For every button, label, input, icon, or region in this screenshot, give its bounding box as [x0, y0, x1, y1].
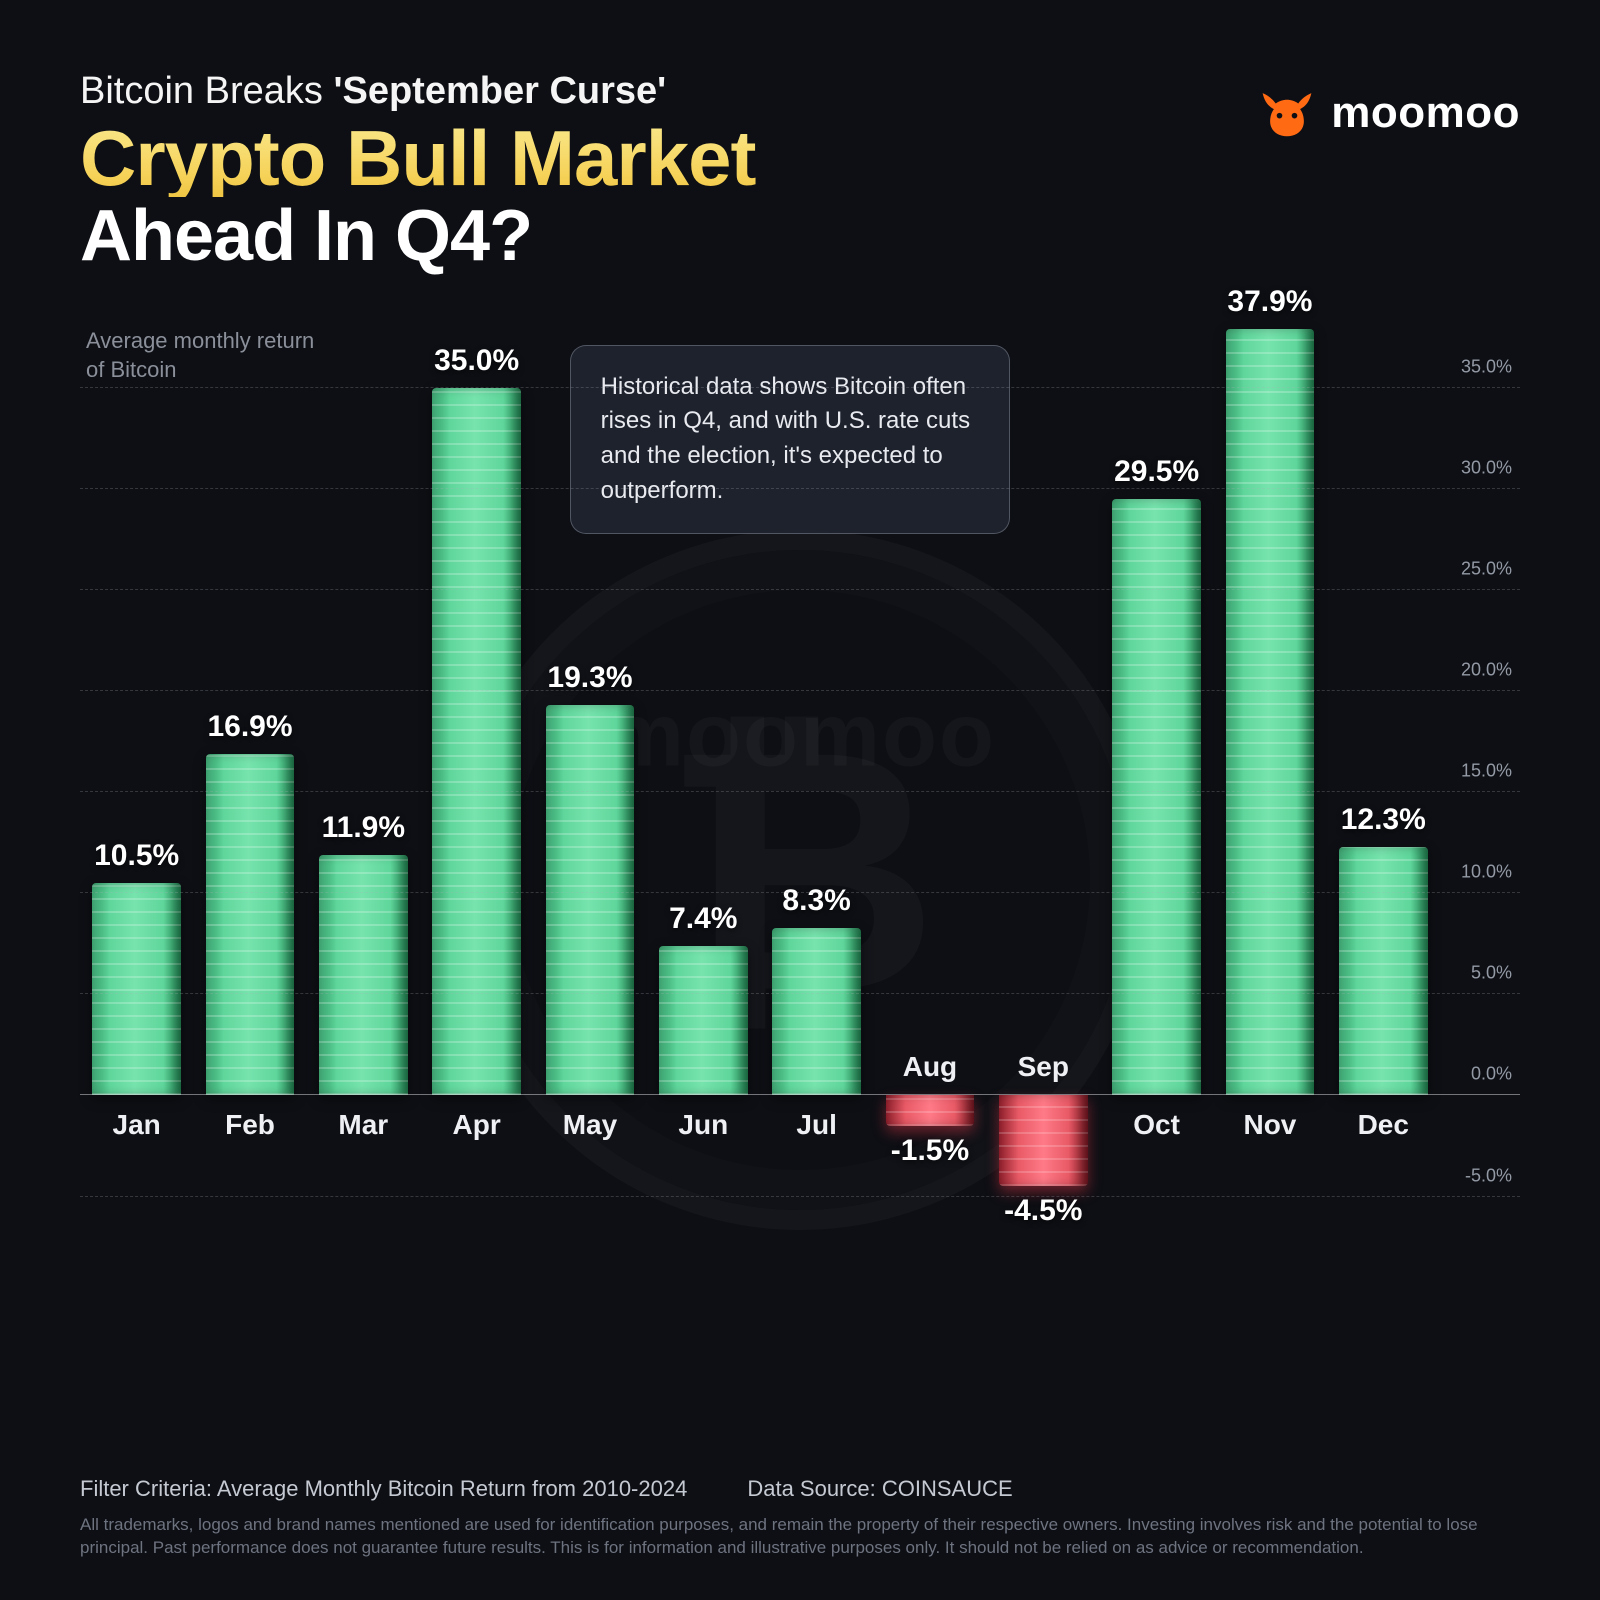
callout-text: Historical data shows Bitcoin often rise… — [601, 373, 970, 504]
y-tick-label: -5.0% — [1465, 1165, 1512, 1186]
category-label: Nov — [1243, 1109, 1296, 1141]
bar-positive — [319, 855, 408, 1096]
category-label: Jul — [796, 1109, 836, 1141]
bar-value-label: 7.4% — [669, 902, 737, 936]
bar-positive — [432, 388, 521, 1096]
bar-negative — [886, 1095, 975, 1125]
bar-value-label: 37.9% — [1227, 285, 1312, 319]
bar-positive — [206, 754, 295, 1096]
bar-column: 29.5% Oct — [1106, 317, 1207, 1237]
bar-column: 35.0% Apr — [426, 317, 527, 1237]
category-label: Oct — [1133, 1109, 1180, 1141]
filter-criteria: Filter Criteria: Average Monthly Bitcoin… — [80, 1476, 687, 1502]
y-tick-label: 10.0% — [1461, 862, 1512, 883]
brand-logo: moomoo — [1257, 80, 1520, 145]
category-label: Sep — [1018, 1051, 1069, 1083]
infographic-container: Bitcoin Breaks 'September Curse' Crypto … — [0, 0, 1600, 1600]
header: Bitcoin Breaks 'September Curse' Crypto … — [80, 70, 1520, 277]
category-label: Dec — [1358, 1109, 1409, 1141]
bar-positive — [772, 928, 861, 1096]
footer-meta: Filter Criteria: Average Monthly Bitcoin… — [80, 1476, 1520, 1502]
y-tick-label: 30.0% — [1461, 457, 1512, 478]
bar-value-label: 29.5% — [1114, 455, 1199, 489]
gridline — [80, 488, 1520, 489]
brand-name: moomoo — [1331, 88, 1520, 138]
bar-positive — [1226, 329, 1315, 1095]
category-label: Aug — [903, 1051, 957, 1083]
category-label: Apr — [453, 1109, 501, 1141]
bull-icon — [1257, 80, 1317, 145]
chart: Average monthly returnof Bitcoin 10.5%Ja… — [80, 317, 1520, 1237]
bar-column: 16.9% Feb — [200, 317, 301, 1237]
title-sub: Ahead In Q4? — [80, 195, 1520, 277]
gridline — [80, 791, 1520, 792]
y-tick-label: 5.0% — [1471, 963, 1512, 984]
bar-positive — [92, 883, 181, 1095]
bar-value-label: 10.5% — [94, 839, 179, 873]
gridline — [80, 1196, 1520, 1197]
y-tick-label: 20.0% — [1461, 660, 1512, 681]
gridline — [80, 387, 1520, 388]
bar-positive — [659, 946, 748, 1096]
bar-column: 37.9%Nov — [1220, 317, 1321, 1237]
bar-positive — [546, 705, 635, 1095]
data-source: Data Source: COINSAUCE — [747, 1476, 1012, 1502]
footer: Filter Criteria: Average Monthly Bitcoin… — [80, 1476, 1520, 1560]
gridline — [80, 993, 1520, 994]
disclaimer: All trademarks, logos and brand names me… — [80, 1514, 1520, 1560]
subtitle-bold: 'September Curse' — [333, 70, 666, 112]
gridline — [80, 892, 1520, 893]
y-tick-label: 25.0% — [1461, 558, 1512, 579]
category-label: Feb — [225, 1109, 275, 1141]
bar-column: 12.3% Dec — [1333, 317, 1434, 1237]
bar-column: 10.5% Jan — [86, 317, 187, 1237]
bar-value-label: 11.9% — [322, 811, 405, 845]
gridline — [80, 589, 1520, 590]
bar-value-label: -4.5% — [1004, 1194, 1082, 1228]
bar-value-label: 16.9% — [207, 710, 292, 744]
callout-box: Historical data shows Bitcoin often rise… — [570, 345, 1010, 534]
bar-negative — [999, 1095, 1088, 1186]
category-label: May — [563, 1109, 617, 1141]
plot-area: 10.5%Jan16.9%Feb11.9%Mar35.0%Apr19.3%May… — [80, 317, 1440, 1237]
y-tick-label: 0.0% — [1471, 1064, 1512, 1085]
bar-value-label: 35.0% — [434, 344, 519, 378]
bar-positive — [1339, 847, 1428, 1096]
gridline — [80, 690, 1520, 691]
bar-value-label: -1.5% — [891, 1134, 969, 1168]
y-tick-label: 35.0% — [1461, 356, 1512, 377]
category-label: Jun — [678, 1109, 728, 1141]
y-tick-label: 15.0% — [1461, 761, 1512, 782]
bar-column: 11.9% Mar — [313, 317, 414, 1237]
category-label: Mar — [338, 1109, 388, 1141]
category-label: Jan — [113, 1109, 161, 1141]
subtitle-pre: Bitcoin Breaks — [80, 70, 333, 112]
bar-value-label: 12.3% — [1341, 803, 1426, 837]
gridline — [80, 1094, 1520, 1095]
bar-value-label: 8.3% — [782, 884, 850, 918]
